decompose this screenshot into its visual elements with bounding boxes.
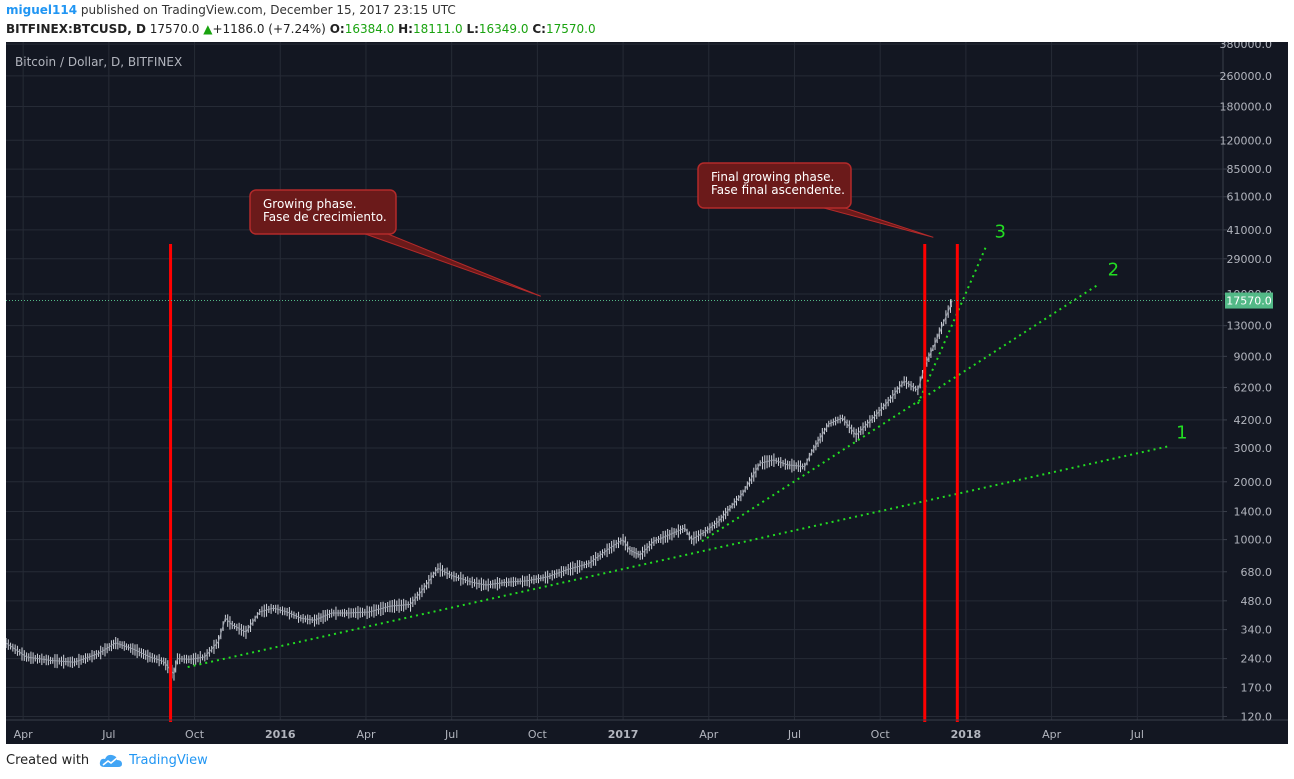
open-label: O: bbox=[329, 22, 345, 36]
y-tick-label: 2000.0 bbox=[1234, 476, 1273, 489]
trendline-2 bbox=[701, 282, 1101, 543]
last-price: 17570.0 bbox=[149, 22, 200, 36]
annotations: Growing phase.Fase de crecimiento. Final … bbox=[249, 162, 934, 297]
last-price-tag bbox=[1225, 292, 1273, 309]
x-tick-label: Jul bbox=[1130, 728, 1144, 741]
y-tick-label: 170.0 bbox=[1241, 681, 1273, 694]
y-tick-label: 29000.0 bbox=[1227, 253, 1273, 266]
price-line bbox=[5, 300, 953, 675]
price-axis[interactable]: 380000.0 260000.0 180000.0 120000.0 85000.0 6… bbox=[6, 38, 1273, 723]
x-tick-label: 2017 bbox=[608, 728, 639, 741]
y-tick-label: 1400.0 bbox=[1234, 506, 1273, 519]
footer: Created with TradingView bbox=[6, 753, 208, 768]
phase-markers bbox=[169, 244, 959, 722]
y-tick-label: 41000.0 bbox=[1227, 224, 1273, 237]
author-link[interactable]: miguel114 bbox=[6, 3, 78, 17]
price-series bbox=[5, 299, 953, 681]
x-tick-label: Apr bbox=[14, 728, 34, 741]
symbol-info: BITFINEX:BTCUSD, D 17570.0 ▲+1186.0 (+7.… bbox=[6, 22, 596, 36]
y-tick-label: 180000.0 bbox=[1220, 100, 1273, 113]
callout-text: Final growing phase. bbox=[711, 170, 834, 184]
x-tick-label: 2016 bbox=[265, 728, 296, 741]
callout-text: Growing phase. bbox=[263, 197, 357, 211]
tradingview-link[interactable]: TradingView bbox=[129, 753, 208, 768]
callout-text: Fase final ascendente. bbox=[711, 183, 845, 197]
callout-text: Fase de crecimiento. bbox=[263, 210, 387, 224]
low-label: L: bbox=[466, 22, 479, 36]
x-tick-label: Apr bbox=[356, 728, 376, 741]
y-tick-label: 120.0 bbox=[1241, 710, 1273, 723]
chart-title: Bitcoin / Dollar, D, BITFINEX bbox=[15, 55, 182, 69]
y-tick-label: 380000.0 bbox=[1220, 42, 1273, 51]
x-tick-label: Oct bbox=[185, 728, 205, 741]
publish-info: miguel114 published on TradingView.com, … bbox=[6, 3, 456, 17]
x-tick-label: 2018 bbox=[951, 728, 982, 741]
y-tick-label: 260000.0 bbox=[1220, 70, 1273, 83]
x-tick-label: Apr bbox=[1042, 728, 1062, 741]
x-tick-label: Oct bbox=[871, 728, 891, 741]
y-tick-label: 3000.0 bbox=[1234, 442, 1273, 455]
up-arrow-icon: ▲ bbox=[203, 22, 213, 36]
y-tick-label: 340.0 bbox=[1241, 624, 1273, 637]
y-tick-label: 240.0 bbox=[1241, 653, 1273, 666]
y-tick-label: 480.0 bbox=[1241, 595, 1273, 608]
grid bbox=[6, 42, 1223, 720]
symbol-label: BITFINEX:BTCUSD, D bbox=[6, 22, 146, 36]
price-change: +1186.0 (+7.24%) bbox=[212, 22, 326, 36]
y-tick-label: 680.0 bbox=[1241, 566, 1273, 579]
y-tick-label: 85000.0 bbox=[1227, 163, 1273, 176]
x-tick-label: Jul bbox=[444, 728, 458, 741]
callout-box bbox=[249, 189, 397, 235]
last-price-label: 17570.0 bbox=[1226, 295, 1272, 308]
y-tick-label: 9000.0 bbox=[1234, 350, 1273, 363]
y-tick-label: 120000.0 bbox=[1220, 134, 1273, 147]
trendline-label-2: 2 bbox=[1108, 260, 1119, 281]
open-value: 16384.0 bbox=[344, 22, 395, 36]
chart-area[interactable]: 1 2 3 Growing phase. Fase de crecimiento. Fi… bbox=[5, 38, 1288, 744]
y-tick-label: 1000.0 bbox=[1234, 534, 1273, 547]
x-tick-label: Jul bbox=[787, 728, 801, 741]
close-value: 17570.0 bbox=[545, 22, 596, 36]
publish-text: published on TradingView.com, December 1… bbox=[80, 3, 456, 17]
x-tick-label: Apr bbox=[699, 728, 719, 741]
high-value: 18111.0 bbox=[412, 22, 463, 36]
trendline-label-3: 3 bbox=[994, 221, 1005, 242]
y-tick-label: 61000.0 bbox=[1227, 191, 1273, 204]
chart-background bbox=[6, 42, 1288, 744]
x-tick-label: Jul bbox=[101, 728, 115, 741]
high-label: H: bbox=[398, 22, 413, 36]
y-tick-label: 13000.0 bbox=[1227, 320, 1273, 333]
price-chart[interactable]: 1 2 3 Growing phase.Fase de crecimiento. Fi… bbox=[5, 38, 1288, 744]
callout-box bbox=[697, 162, 852, 209]
created-with-text: Created with bbox=[6, 753, 90, 768]
x-tick-label: Oct bbox=[528, 728, 548, 741]
time-axis[interactable]: Apr Jul Oct 2016 Apr Jul Oct 2017 Apr Jul Oct 2018 A… bbox=[14, 728, 1144, 741]
close-label: C: bbox=[532, 22, 546, 36]
trendlines: 1 2 3 bbox=[187, 221, 1188, 669]
y-tick-label: 6200.0 bbox=[1234, 381, 1273, 394]
low-value: 16349.0 bbox=[478, 22, 529, 36]
trendline-label-1: 1 bbox=[1176, 422, 1187, 443]
y-tick-label: 4200.0 bbox=[1234, 414, 1273, 427]
tradingview-cloud-icon bbox=[100, 754, 123, 767]
